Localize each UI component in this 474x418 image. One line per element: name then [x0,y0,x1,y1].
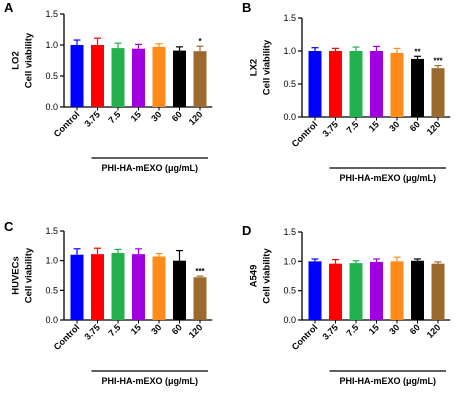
bar-6 [193,277,207,320]
bar-1 [329,263,342,320]
bar-4 [152,256,166,320]
group-label: PHI-HA-mEXO (μg/mL) [101,163,198,173]
x-tick-label: 7.5 [106,109,122,125]
significance-marker: *** [433,57,443,66]
bar-1 [329,51,342,117]
significance-marker: * [198,37,202,46]
bar-0 [70,254,84,320]
x-tick-label: 7.5 [344,322,360,338]
panel-letter: C [4,219,14,234]
panel-a: A 0.0 0.5 1.0 1.5 LO2 Cell viability Control 3.7… [4,0,213,173]
y-tick-label: 1.5 [45,9,58,19]
x-tick-label: 120 [187,322,205,340]
group-label: PHI-HA-mEXO (μg/mL) [339,173,436,183]
y-tick-label: 0.0 [45,315,58,325]
panel-letter: B [242,0,251,15]
x-tick-label: 3.75 [82,109,101,128]
x-tick-label: 7.5 [344,119,360,135]
x-tick-label: 60 [170,322,184,336]
x-tick-label: 15 [129,109,143,123]
panel-letter: D [242,223,251,238]
x-tick-label: 30 [387,322,401,336]
x-tick-label: 120 [425,119,443,137]
y-tick-label: 1.5 [283,227,296,237]
bar-5 [411,58,424,117]
y-tick-label: 0.0 [45,102,58,112]
x-tick-label: Control [52,322,82,352]
y-axis-title: Cell viability [262,248,273,304]
y-tick-label: 1.0 [45,40,58,50]
panel-c: C 0.0 0.5 1.0 1.5 HUVECs Cell viability Control… [4,219,213,386]
y-tick-label: 1.5 [283,13,296,23]
x-tick-label: 120 [187,109,205,127]
y-axis-title: Cell viability [262,39,273,95]
y-tick-label: 0.0 [283,112,296,122]
bar-2 [349,263,363,320]
y-tick-label: 0.5 [45,71,58,81]
significance-marker: ** [414,47,421,56]
y-tick-label: 1.0 [283,46,296,56]
group-label: PHI-HA-mEXO (μg/mL) [339,376,436,386]
bar-5 [411,260,424,320]
y-axis-title-cell-line: HUVECs [11,256,22,295]
bar-6 [193,51,207,107]
y-axis-title-cell-line: LO2 [11,51,22,69]
x-tick-label: 30 [149,109,163,123]
y-tick-label: 0.5 [283,286,296,296]
bar-0 [308,51,322,117]
y-tick-label: 1.5 [45,226,58,236]
y-tick-label: 1.0 [45,256,58,266]
x-tick-label: 60 [408,119,422,133]
x-tick-label: Control [290,119,320,149]
x-tick-label: 3.75 [320,119,339,138]
x-tick-label: 60 [408,322,422,336]
group-label: PHI-HA-mEXO (μg/mL) [101,376,198,386]
x-tick-label: 15 [367,119,381,133]
bar-4 [390,261,404,320]
panel-letter: A [4,0,14,15]
bar-5 [173,50,186,107]
bar-0 [308,261,322,320]
bar-1 [91,254,104,320]
bar-3 [132,48,145,107]
x-tick-label: 3.75 [82,322,101,341]
panel-b: B 0.0 0.5 1.0 1.5 LX2 Cell viability Control 3.7… [242,0,451,183]
x-tick-label: 120 [425,322,443,340]
y-axis-title-cell-line: LX2 [249,59,260,76]
x-tick-label: 15 [129,322,143,336]
bar-6 [431,263,445,320]
x-tick-label: 15 [367,322,381,336]
bar-3 [370,261,383,320]
x-tick-label: Control [290,322,320,352]
x-tick-label: 3.75 [320,322,339,341]
y-tick-label: 0.0 [283,315,296,325]
bar-6 [431,68,445,117]
y-axis-title-cell-line: A549 [249,265,260,288]
x-tick-label: Control [52,109,82,139]
bar-2 [349,51,363,117]
panel-d: D 0.0 0.5 1.0 1.5 A549 Cell viability Control 3.… [242,223,451,386]
bar-2 [111,252,125,320]
bar-5 [173,260,186,320]
y-tick-label: 1.0 [283,256,296,266]
x-tick-label: 30 [387,119,401,133]
bar-2 [111,48,125,107]
bar-3 [370,51,383,117]
x-tick-label: 60 [170,109,184,123]
y-tick-label: 0.5 [283,79,296,89]
bar-1 [91,45,104,107]
bar-0 [70,45,84,107]
bar-3 [132,254,145,320]
bar-4 [152,46,166,107]
y-tick-label: 0.5 [45,285,58,295]
y-axis-title: Cell viability [24,32,35,88]
x-tick-label: 30 [149,322,163,336]
y-axis-title: Cell viability [24,247,35,303]
x-tick-label: 7.5 [106,322,122,338]
significance-marker: *** [195,267,205,276]
bar-4 [390,52,404,118]
